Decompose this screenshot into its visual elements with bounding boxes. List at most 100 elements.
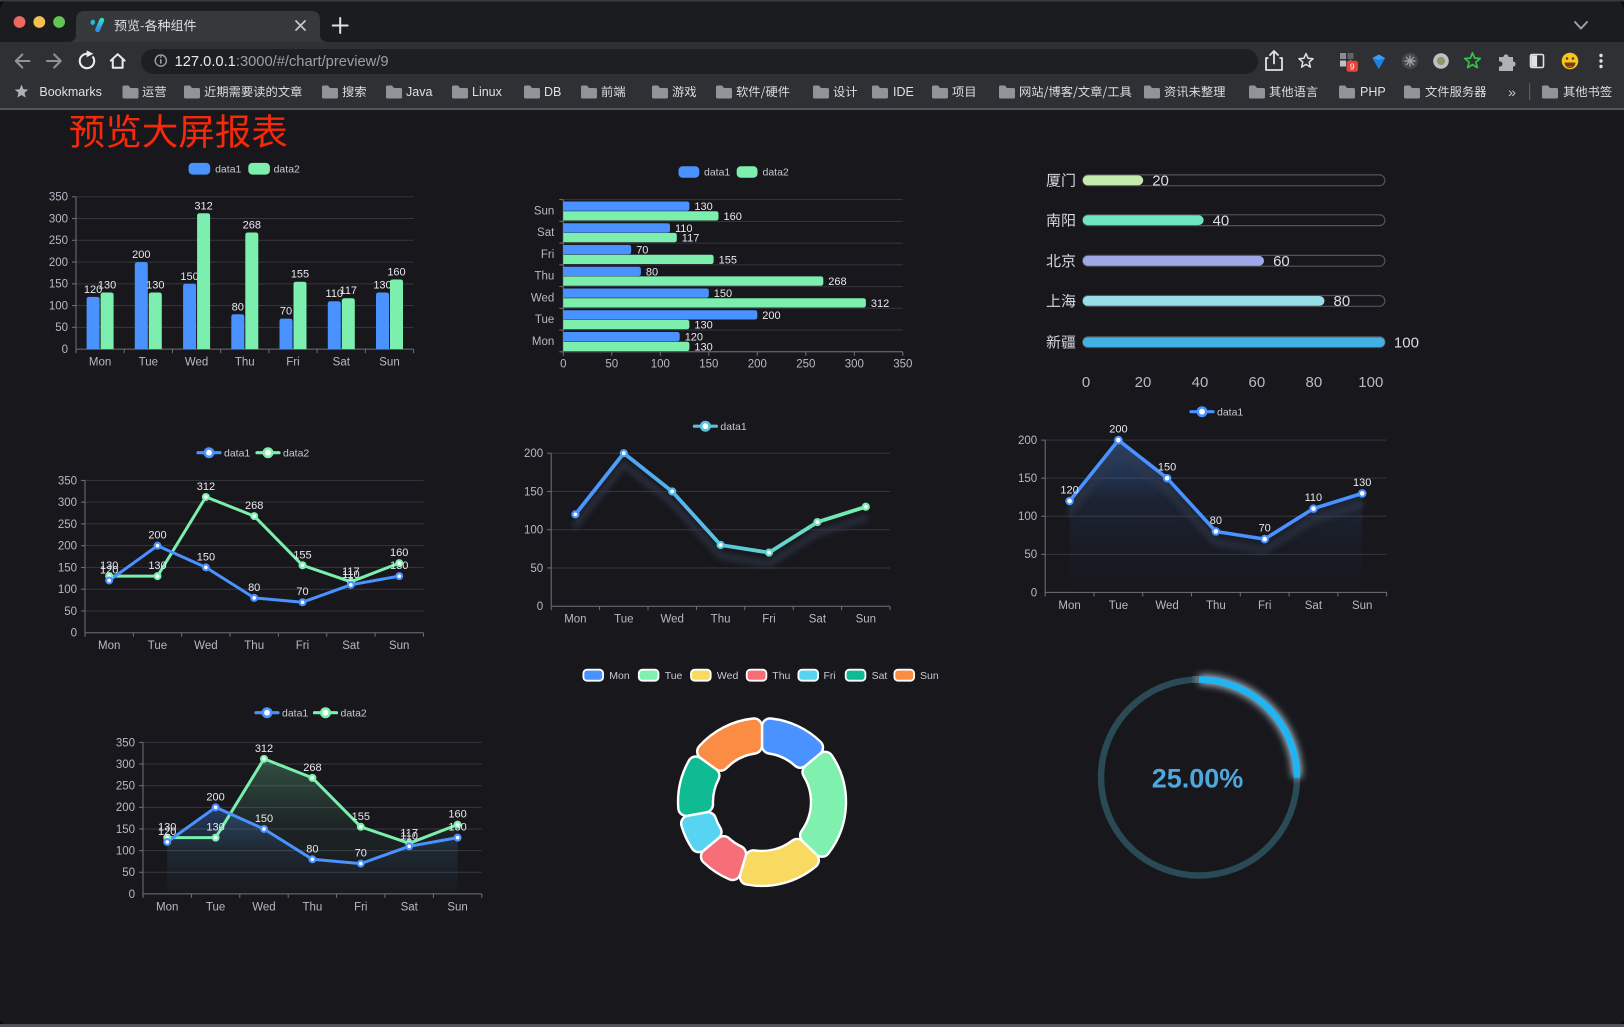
svg-text:150: 150 xyxy=(180,271,198,283)
svg-text:70: 70 xyxy=(1259,523,1271,535)
svg-text:IDE: IDE xyxy=(893,85,914,99)
svg-text:100: 100 xyxy=(1394,334,1419,351)
svg-text:120: 120 xyxy=(84,284,102,296)
svg-text:PHP: PHP xyxy=(1360,85,1386,99)
svg-text:20: 20 xyxy=(1135,374,1152,391)
svg-text:Wed: Wed xyxy=(717,670,739,682)
svg-text:data2: data2 xyxy=(763,167,789,179)
svg-text:Thu: Thu xyxy=(534,271,554,283)
svg-text:117: 117 xyxy=(340,285,358,297)
svg-text:200: 200 xyxy=(206,791,224,803)
svg-text:Wed: Wed xyxy=(194,640,217,652)
svg-text:40: 40 xyxy=(1213,213,1230,230)
svg-text:Mon: Mon xyxy=(609,670,630,682)
svg-text:117: 117 xyxy=(400,827,418,839)
svg-text:80: 80 xyxy=(646,266,658,278)
svg-text:0: 0 xyxy=(537,601,543,613)
svg-text:130: 130 xyxy=(694,341,712,353)
svg-text:150: 150 xyxy=(116,824,135,836)
svg-text:Fri: Fri xyxy=(824,670,836,682)
svg-text:Tue: Tue xyxy=(535,314,554,326)
svg-text:80: 80 xyxy=(306,843,318,855)
svg-text:250: 250 xyxy=(49,235,68,247)
svg-text:200: 200 xyxy=(762,310,780,322)
svg-text:Thu: Thu xyxy=(711,614,731,626)
svg-text:data1: data1 xyxy=(224,448,250,460)
svg-text:150: 150 xyxy=(49,279,68,291)
svg-text:120: 120 xyxy=(158,826,176,838)
svg-text:155: 155 xyxy=(719,254,737,266)
svg-text:110: 110 xyxy=(342,569,360,581)
svg-text:Sun: Sun xyxy=(379,357,399,369)
svg-text:150: 150 xyxy=(197,551,215,563)
svg-text:100: 100 xyxy=(524,525,543,537)
svg-text:Java: Java xyxy=(406,85,432,99)
svg-text:80: 80 xyxy=(1334,293,1351,310)
svg-text:130: 130 xyxy=(448,822,466,834)
svg-text:Thu: Thu xyxy=(772,670,790,682)
svg-text:50: 50 xyxy=(64,606,77,618)
svg-text:Mon: Mon xyxy=(156,901,178,913)
svg-text:120: 120 xyxy=(685,332,703,344)
svg-text:data1: data1 xyxy=(704,167,730,179)
svg-text:Wed: Wed xyxy=(531,292,554,304)
svg-text:300: 300 xyxy=(116,759,135,771)
svg-text:130: 130 xyxy=(146,280,164,292)
svg-text:Sun: Sun xyxy=(534,206,554,218)
svg-text:200: 200 xyxy=(116,802,135,814)
svg-text:Tue: Tue xyxy=(1109,600,1128,612)
svg-text:data2: data2 xyxy=(283,448,309,460)
svg-text:312: 312 xyxy=(194,200,212,212)
svg-text:Mon: Mon xyxy=(1058,600,1080,612)
svg-text:70: 70 xyxy=(355,848,367,860)
svg-text:Tue: Tue xyxy=(206,901,225,913)
svg-text:300: 300 xyxy=(58,497,77,509)
svg-text:350: 350 xyxy=(893,358,912,370)
svg-text:50: 50 xyxy=(605,358,618,370)
svg-text:100: 100 xyxy=(58,584,77,596)
svg-text:Sun: Sun xyxy=(856,614,876,626)
svg-text:70: 70 xyxy=(636,245,648,257)
svg-text:Sat: Sat xyxy=(342,640,360,652)
svg-text:Fri: Fri xyxy=(762,614,775,626)
svg-text:127.0.0.1:3000/#/chart/preview: 127.0.0.1:3000/#/chart/preview/9 xyxy=(175,54,389,70)
svg-text:350: 350 xyxy=(116,737,135,749)
svg-text:Mon: Mon xyxy=(89,357,111,369)
svg-text:Bookmarks: Bookmarks xyxy=(39,85,102,99)
svg-text:data1: data1 xyxy=(720,421,746,433)
svg-text:0: 0 xyxy=(1082,374,1090,391)
svg-text:130: 130 xyxy=(694,201,712,213)
svg-text:160: 160 xyxy=(390,547,408,559)
svg-text:312: 312 xyxy=(197,481,215,493)
svg-text:200: 200 xyxy=(132,249,150,261)
svg-text:200: 200 xyxy=(49,257,68,269)
svg-text:160: 160 xyxy=(387,267,405,279)
svg-text:Fri: Fri xyxy=(541,249,554,261)
svg-text:110: 110 xyxy=(400,830,418,842)
svg-text:110: 110 xyxy=(1305,492,1323,504)
svg-text:200: 200 xyxy=(748,358,767,370)
svg-text:Tue: Tue xyxy=(665,670,683,682)
svg-text:50: 50 xyxy=(122,867,135,879)
svg-text:130: 130 xyxy=(373,280,391,292)
svg-text:100: 100 xyxy=(1358,374,1383,391)
svg-text:DB: DB xyxy=(544,85,561,99)
svg-text:130: 130 xyxy=(1353,477,1371,489)
svg-text:312: 312 xyxy=(871,298,889,310)
svg-text:70: 70 xyxy=(296,586,308,598)
svg-text:0: 0 xyxy=(1031,587,1037,599)
svg-text:Thu: Thu xyxy=(235,357,255,369)
svg-text:130: 130 xyxy=(694,320,712,332)
svg-text:350: 350 xyxy=(49,192,68,204)
svg-text:80: 80 xyxy=(248,582,260,594)
svg-text:Thu: Thu xyxy=(302,901,322,913)
svg-text:150: 150 xyxy=(58,562,77,574)
svg-text:Tue: Tue xyxy=(139,357,158,369)
svg-text:268: 268 xyxy=(245,500,263,512)
svg-text:268: 268 xyxy=(303,762,321,774)
svg-text:150: 150 xyxy=(524,486,543,498)
svg-text:Sat: Sat xyxy=(401,901,419,913)
svg-text:100: 100 xyxy=(651,358,670,370)
svg-text:data2: data2 xyxy=(274,163,300,175)
svg-text:130: 130 xyxy=(98,280,116,292)
